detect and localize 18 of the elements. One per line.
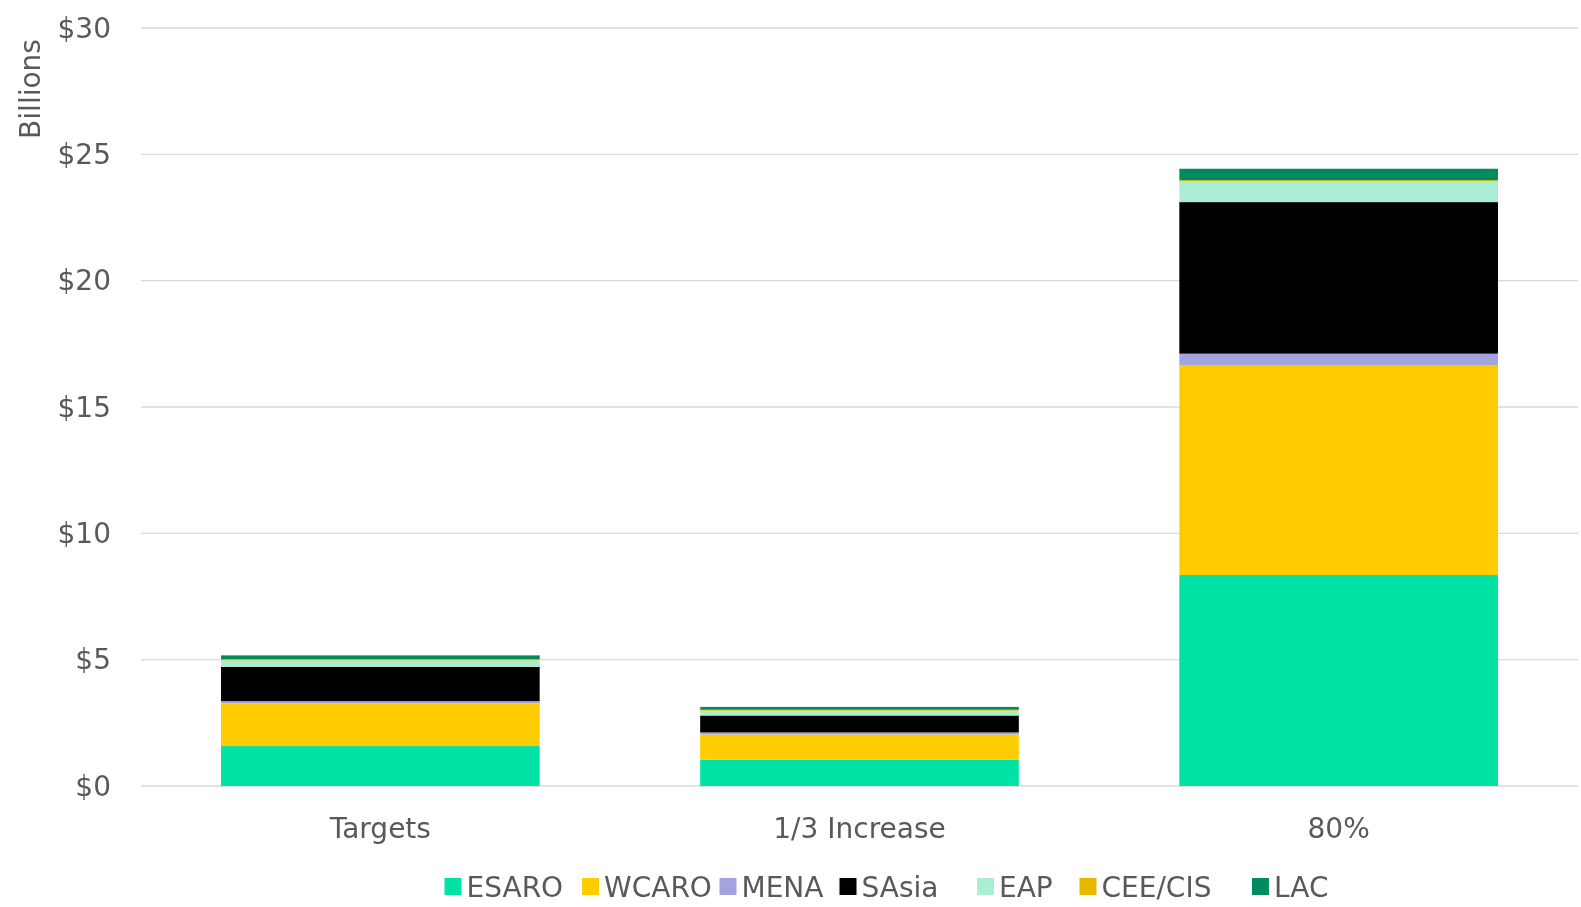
y-tick-label: $10 [57,517,111,551]
legend-label: CEE/CIS [1101,870,1212,904]
y-axis-title: Billions [14,39,47,139]
x-tick-label: Targets [328,812,431,845]
y-tick-label: $15 [57,390,111,424]
x-tick-label: 1/3 Increase [773,812,946,845]
legend-label: WCARO [604,870,712,904]
x-tick-label: 80% [1307,812,1370,845]
y-tick-label: $30 [57,11,111,45]
y-tick-label: $5 [75,643,111,677]
legend-label: EAP [999,870,1053,904]
y-tick-label: $0 [75,769,111,803]
legend-label: SAsia [861,870,939,904]
y-tick-label: $25 [57,138,111,172]
legend-label: LAC [1274,870,1329,904]
legend-label: ESARO [466,870,564,904]
legend-label: MENA [741,870,824,904]
y-tick-label: $20 [57,264,111,298]
